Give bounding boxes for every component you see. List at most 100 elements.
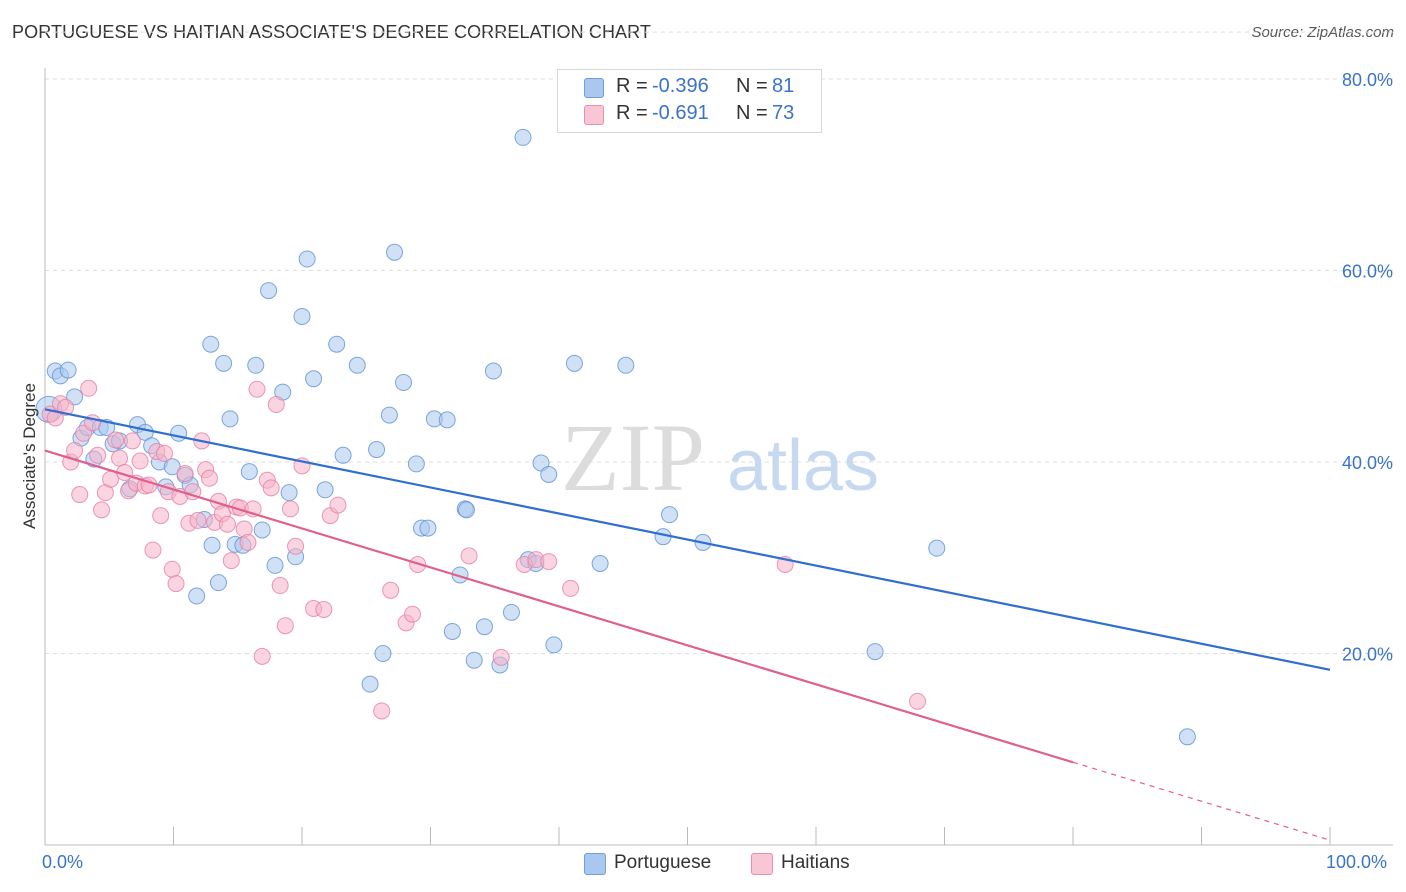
- point-portuguese: [617, 356, 635, 374]
- point-portuguese: [545, 636, 563, 654]
- point-portuguese: [253, 521, 271, 539]
- point-portuguese: [188, 587, 206, 605]
- point-haitians: [57, 398, 75, 416]
- point-portuguese: [438, 411, 456, 429]
- point-haitians: [404, 605, 422, 623]
- point-portuguese: [475, 618, 493, 636]
- y-tick-label: 80.0%: [1342, 70, 1393, 90]
- legend-stats: R = -0.396 N = 81 R = -0.691 N = 73: [557, 69, 822, 133]
- point-portuguese: [380, 406, 398, 424]
- point-portuguese: [540, 465, 558, 483]
- data-points: [35, 128, 1196, 746]
- point-haitians: [248, 380, 266, 398]
- point-portuguese: [348, 356, 366, 374]
- point-haitians: [382, 581, 400, 599]
- point-haitians: [540, 553, 558, 571]
- point-haitians: [239, 533, 257, 551]
- point-haitians: [222, 552, 240, 570]
- point-portuguese: [395, 374, 413, 392]
- point-haitians: [253, 647, 271, 665]
- point-haitians: [262, 479, 280, 497]
- legend-n-value: 81: [772, 75, 795, 97]
- point-portuguese: [293, 307, 311, 325]
- point-portuguese: [502, 603, 520, 621]
- y-tick-labels: 20.0% 40.0% 60.0% 80.0%: [1342, 70, 1393, 665]
- point-portuguese: [221, 410, 239, 428]
- legend-r-value: -0.396: [652, 75, 709, 97]
- watermark: ZIP atlas: [561, 404, 879, 511]
- point-portuguese: [443, 622, 461, 640]
- point-portuguese: [661, 506, 679, 524]
- grid: [45, 31, 1393, 654]
- trend-line-haitians: [44, 449, 1074, 764]
- legend-n-label: N =: [736, 75, 768, 97]
- point-portuguese: [928, 539, 946, 557]
- y-axis-label: Associate's Degree: [20, 383, 39, 529]
- legend-r-label: R =: [616, 75, 648, 97]
- legend-n-label: N =: [736, 102, 768, 124]
- watermark-zip: ZIP: [561, 404, 705, 511]
- point-portuguese: [361, 675, 379, 693]
- point-haitians: [66, 442, 84, 460]
- y-tick-label: 60.0%: [1342, 262, 1393, 282]
- legend-swatch-haitians: [751, 853, 773, 875]
- point-haitians: [315, 600, 333, 618]
- point-portuguese: [1178, 728, 1196, 746]
- point-portuguese: [203, 536, 221, 554]
- point-portuguese: [419, 519, 437, 537]
- point-portuguese: [202, 335, 220, 353]
- point-haitians: [562, 579, 580, 597]
- y-tick-label: 40.0%: [1342, 453, 1393, 473]
- point-portuguese: [247, 356, 265, 374]
- point-haitians: [460, 547, 478, 565]
- trend-line-portuguese: [44, 408, 1331, 671]
- point-haitians: [111, 449, 129, 467]
- point-haitians: [71, 486, 89, 504]
- point-haitians: [218, 515, 236, 533]
- point-haitians: [281, 500, 299, 518]
- point-portuguese: [215, 354, 233, 372]
- point-haitians: [80, 379, 98, 397]
- point-portuguese: [591, 554, 609, 572]
- legend-swatch-portuguese: [584, 78, 604, 98]
- point-portuguese: [328, 335, 346, 353]
- trend-lines: [44, 408, 1331, 841]
- point-haitians: [329, 496, 347, 514]
- series-haitians: [41, 379, 927, 720]
- point-haitians: [373, 702, 391, 720]
- legend-r-label: R =: [616, 102, 648, 124]
- point-haitians: [267, 396, 285, 414]
- point-haitians: [176, 464, 194, 482]
- x-tick-label-max: 100.0%: [1326, 852, 1388, 872]
- y-tick-label: 20.0%: [1342, 645, 1393, 665]
- axes: [44, 68, 1393, 846]
- point-portuguese: [866, 643, 884, 661]
- point-portuguese: [316, 481, 334, 499]
- point-haitians: [492, 648, 510, 666]
- point-portuguese: [170, 424, 188, 442]
- point-haitians: [163, 560, 181, 578]
- point-portuguese: [465, 651, 483, 669]
- point-portuguese: [334, 446, 352, 464]
- x-tick-label-min: 0.0%: [42, 852, 84, 872]
- point-portuguese: [209, 574, 227, 592]
- point-haitians: [152, 507, 170, 525]
- point-haitians: [156, 444, 174, 462]
- source-label: Source: ZipAtlas.com: [1251, 24, 1394, 41]
- legend-r-value: -0.691: [652, 102, 709, 124]
- point-portuguese: [514, 128, 532, 146]
- point-portuguese: [305, 370, 323, 388]
- point-haitians: [107, 431, 125, 449]
- point-haitians: [89, 446, 107, 464]
- point-portuguese: [484, 362, 502, 380]
- chart-title: PORTUGUESE VS HAITIAN ASSOCIATE'S DEGREE…: [12, 22, 652, 42]
- point-haitians: [909, 692, 927, 710]
- trend-line-extension-haitians: [1072, 761, 1331, 841]
- legend-swatch-portuguese: [584, 853, 606, 875]
- point-portuguese: [565, 354, 583, 372]
- point-haitians: [189, 511, 207, 529]
- point-portuguese: [240, 463, 258, 481]
- point-portuguese: [368, 441, 386, 459]
- point-haitians: [144, 541, 162, 559]
